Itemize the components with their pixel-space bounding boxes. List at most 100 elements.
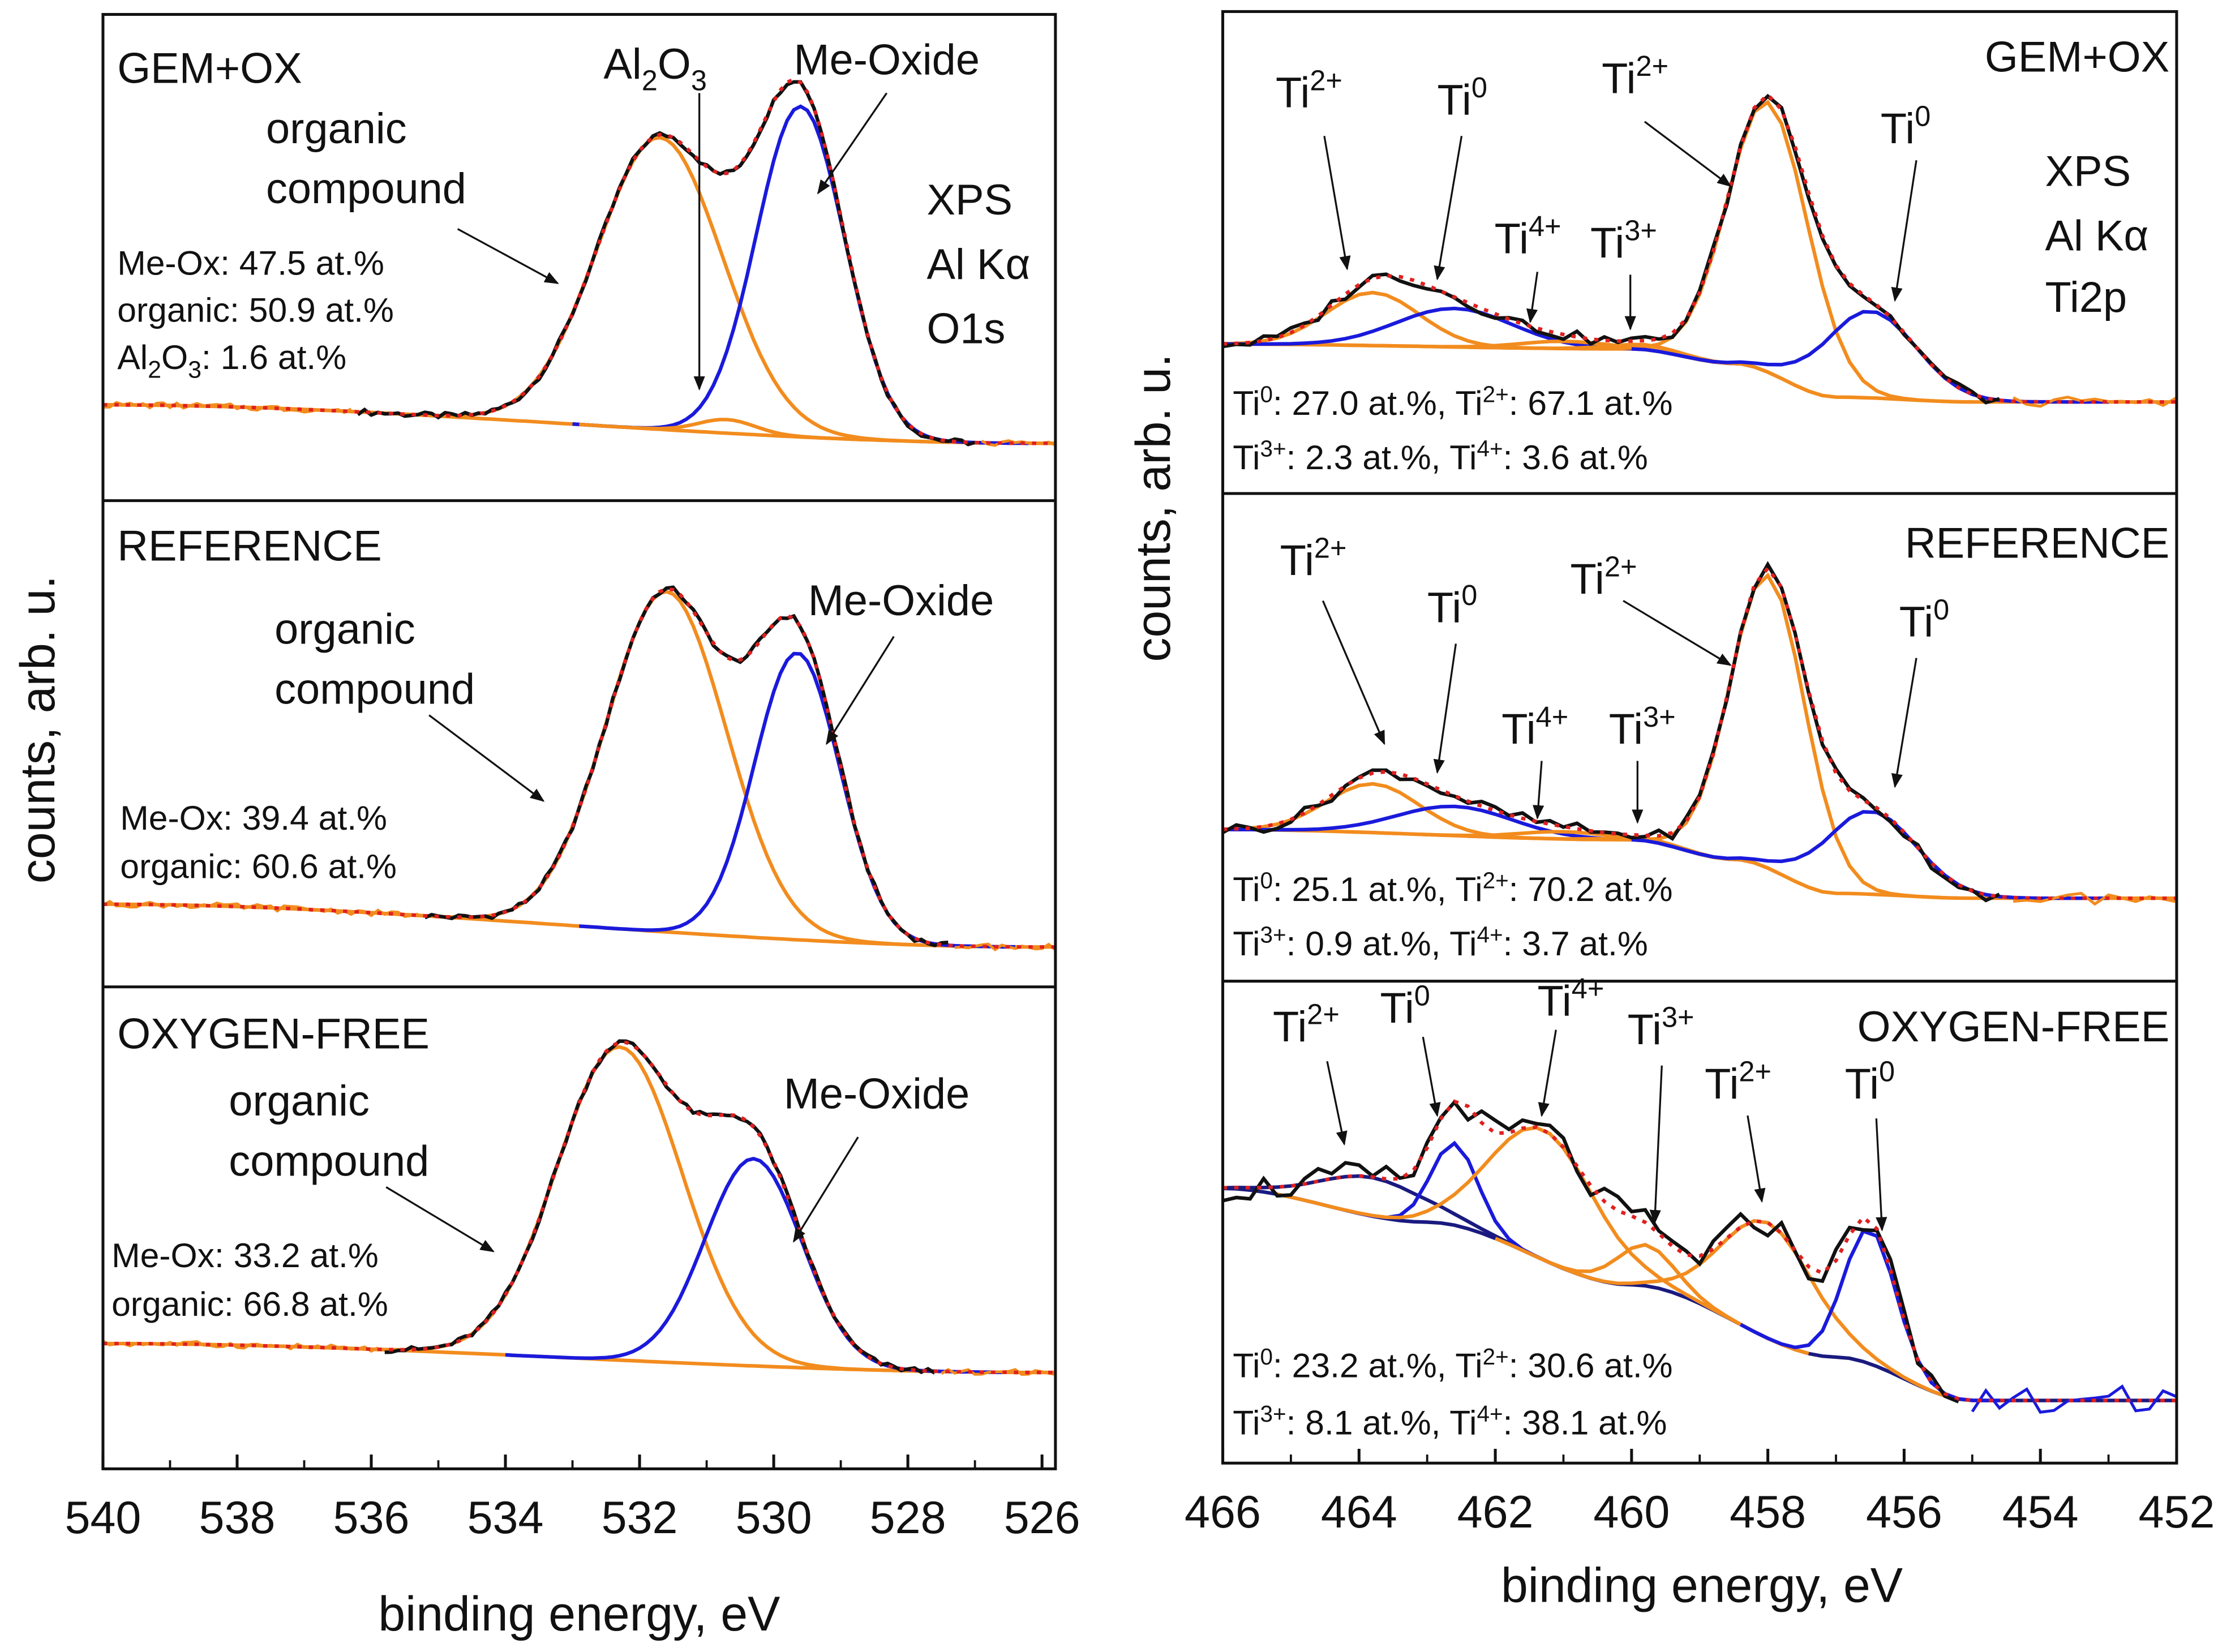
composition-line: Ti0: 25.1 at.%, Ti2+: 70.2 at.%	[1233, 867, 1672, 908]
measured-tail	[1971, 1384, 2177, 1414]
arrow	[1422, 1036, 1441, 1117]
ti0-label: Ti0	[1845, 1055, 1895, 1108]
ti0-label: Ti0	[1380, 980, 1430, 1032]
component-peak-ti0	[1740, 1229, 2000, 1402]
organic-label: organic	[266, 105, 407, 153]
arrow	[1747, 1115, 1766, 1203]
fit-envelope	[102, 587, 1056, 949]
fit-envelope	[1222, 1099, 2177, 1402]
ti4-label: Ti4+	[1495, 210, 1561, 263]
subplot-title: OXYGEN-FREE	[1857, 1003, 2170, 1051]
composition-line: Ti3+: 0.9 at.%, Ti4+: 3.7 at.%	[1233, 921, 1648, 963]
x-tick-label: 452	[2139, 1487, 2215, 1538]
arrow	[826, 636, 895, 745]
me-oxide-label: Me-Oxide	[784, 1070, 970, 1118]
composition-organic: organic: 66.8 at.%	[111, 1285, 388, 1323]
ti2-label: Ti2+	[1602, 50, 1668, 102]
x-tick-label: 532	[602, 1492, 678, 1543]
component-peak-me-oxide	[505, 1156, 1002, 1374]
fit-envelope	[102, 78, 1056, 445]
x-tick-label: 526	[1004, 1492, 1080, 1543]
x-tick-label: 456	[1866, 1487, 1942, 1538]
x-tick-label: 540	[65, 1492, 141, 1543]
x-tick-label: 460	[1593, 1487, 1670, 1538]
composition-line: Ti0: 23.2 at.%, Ti2+: 30.6 at.%	[1233, 1344, 1672, 1385]
o1s-ylabel: counts, arb. u.	[11, 576, 65, 883]
fit-envelope	[1222, 92, 2177, 404]
compound-label: compound	[266, 165, 466, 213]
x-tick-label: 466	[1185, 1487, 1261, 1538]
component-peak-ti3-	[1494, 1237, 1796, 1351]
composition-line: Ti0: 27.0 at.%, Ti2+: 67.1 at.%	[1233, 381, 1672, 422]
measured-spectrum	[357, 80, 976, 447]
o1s-frame	[101, 12, 1057, 1470]
arrow	[385, 1186, 495, 1252]
subplot-title: REFERENCE	[1905, 520, 2169, 568]
measured-tail	[102, 899, 419, 919]
x-tick-label: 464	[1321, 1487, 1397, 1538]
arrow	[1322, 600, 1385, 745]
arrow	[1326, 1061, 1348, 1146]
component-peak-ti2-	[1563, 100, 1972, 404]
ti3-label: Ti3+	[1628, 1001, 1694, 1054]
component-peak-al2o3	[579, 418, 868, 442]
arrow	[1644, 121, 1732, 187]
composition-line: Ti3+: 8.1 at.%, Ti4+: 38.1 at.%	[1233, 1401, 1667, 1442]
component-peak-ti0	[1345, 1140, 1564, 1271]
source-label: Al Kα	[2045, 212, 2149, 260]
ti3-label: Ti3+	[1609, 701, 1676, 753]
arrow	[1323, 135, 1351, 271]
measured-tail	[2013, 396, 2178, 408]
ti4-label: Ti4+	[1537, 972, 1604, 1025]
compound-label: compound	[274, 665, 475, 713]
component-peak-ti2-	[1535, 1218, 2000, 1402]
composition-organic: organic: 50.9 at.%	[117, 291, 394, 329]
region-label: Ti2p	[2045, 273, 2127, 321]
x-tick-label: 536	[333, 1492, 410, 1543]
xps-label: XPS	[926, 176, 1012, 224]
component-peak-ti0	[1631, 310, 2109, 404]
component-peak-ti3-	[1468, 342, 1824, 397]
al2o3-label: Al2O3	[603, 40, 707, 96]
subplot-title: OXYGEN-FREE	[117, 1010, 430, 1058]
x-tick-label: 454	[2002, 1487, 2079, 1538]
arrow	[1891, 160, 1917, 302]
arrow	[817, 92, 888, 195]
arrow	[1533, 761, 1544, 820]
arrow	[428, 714, 545, 802]
measured-spectrum	[424, 585, 949, 947]
arrow	[1433, 643, 1457, 774]
composition-meox: Me-Ox: 33.2 at.%	[111, 1236, 379, 1275]
subplot-title: REFERENCE	[117, 522, 381, 570]
x-tick-label: 534	[467, 1492, 544, 1543]
fit-envelope	[102, 1040, 1056, 1375]
compound-label: compound	[229, 1137, 429, 1185]
ti2-label: Ti2+	[1280, 532, 1347, 585]
ti2p-ylabel: counts, arb. u.	[1126, 354, 1181, 662]
arrow	[1649, 1065, 1663, 1225]
x-tick-label: 462	[1457, 1487, 1534, 1538]
arrow	[1891, 658, 1917, 788]
arrow	[1434, 135, 1463, 281]
x-tick-label: 530	[736, 1492, 812, 1543]
ti2-label: Ti2+	[1705, 1055, 1771, 1108]
ti0-label: Ti0	[1881, 100, 1930, 153]
arrow	[1538, 1029, 1557, 1117]
ti2-label: Ti2+	[1571, 551, 1637, 603]
component-peak-organic-compound	[337, 135, 982, 445]
x-tick-label: 528	[870, 1492, 946, 1543]
arrow	[1526, 272, 1539, 324]
ti0-label: Ti0	[1427, 579, 1477, 632]
me-oxide-label: Me-Oxide	[808, 577, 994, 625]
ti3-label: Ti3+	[1590, 214, 1657, 267]
subplot-title: GEM+OX	[1985, 33, 2169, 81]
component-peak-me-oxide	[579, 651, 1015, 949]
x-tick-label: 538	[199, 1492, 276, 1543]
region-label: O1s	[926, 305, 1005, 353]
x-tick-label: 458	[1730, 1487, 1806, 1538]
axis-ticks: 540 538 536 534 532 530 528 526 466 464 462 460 458 4…	[65, 1448, 2215, 1543]
arrow	[793, 1136, 859, 1243]
composition-organic: organic: 60.6 at.%	[120, 847, 397, 886]
xps-label: XPS	[2045, 148, 2131, 196]
measured-tail	[2013, 891, 2177, 906]
